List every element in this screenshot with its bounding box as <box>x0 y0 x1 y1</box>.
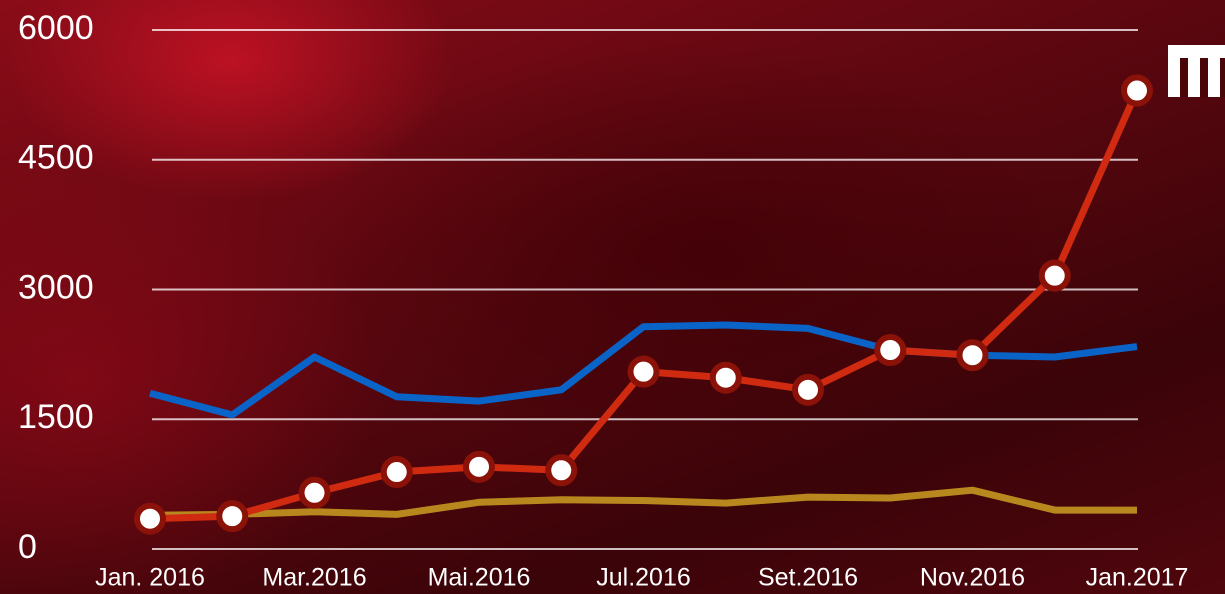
point-marker <box>216 500 249 533</box>
point-marker <box>134 502 166 535</box>
point-marker <box>956 339 989 372</box>
y-tick-label: 1500 <box>18 398 94 436</box>
series-line <box>149 486 1137 519</box>
x-tick-label: Jul.2016 <box>596 564 691 592</box>
x-tick-label: Set.2016 <box>758 564 858 592</box>
point-marker <box>709 361 742 394</box>
y-tick-label: 6000 <box>18 9 94 47</box>
point-marker <box>792 373 824 406</box>
x-tick-label: Jan.2017 <box>1086 564 1189 592</box>
logo <box>1168 45 1225 97</box>
point-marker <box>298 476 331 509</box>
y-tick-label: 4500 <box>18 139 94 177</box>
x-tick-label: Mai.2016 <box>428 564 531 592</box>
point-marker <box>627 355 660 388</box>
point-marker <box>545 454 578 487</box>
series-line <box>149 89 1141 523</box>
x-tick-label: Nov.2016 <box>920 564 1025 592</box>
point-marker <box>1121 74 1153 107</box>
x-tick-label: Jan. 2016 <box>95 564 205 592</box>
y-tick-label: 0 <box>18 528 37 566</box>
point-marker <box>874 334 907 367</box>
point-marker <box>1038 259 1071 292</box>
y-tick-label: 3000 <box>18 268 94 306</box>
point-marker <box>463 450 495 483</box>
point-marker <box>380 456 413 489</box>
x-tick-label: Mar.2016 <box>262 564 366 592</box>
